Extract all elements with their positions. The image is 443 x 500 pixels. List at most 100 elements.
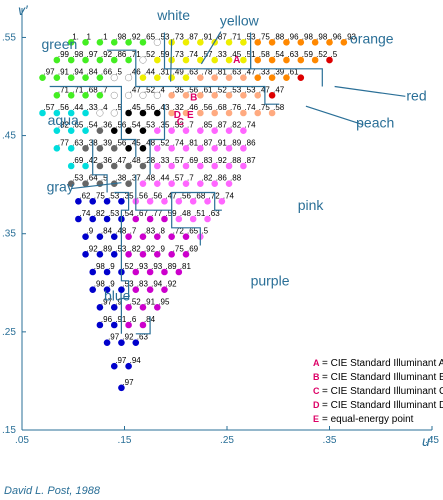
- data-point-value: .76: [230, 103, 242, 112]
- data-point-value: .87: [216, 121, 228, 130]
- data-point-purple: [161, 215, 168, 223]
- legend-key-A: A: [313, 358, 320, 368]
- data-point-value: .54: [122, 209, 134, 218]
- data-point-value: .7: [101, 85, 108, 94]
- data-point-value: .81: [180, 262, 192, 271]
- color-name-gray: gray: [47, 179, 74, 195]
- data-point-value: .74: [79, 209, 91, 218]
- legend-text-D: = CIE Standard Illuminant D65: [322, 400, 443, 411]
- data-point-green: [67, 92, 75, 99]
- data-point-green: [53, 56, 61, 64]
- data-point-value: .8: [158, 227, 165, 236]
- data-point-blue: [82, 251, 89, 258]
- data-point-orange: [254, 39, 262, 46]
- data-point-value: .63: [187, 68, 199, 77]
- data-point-pink: [175, 215, 183, 223]
- data-point-value: .81: [216, 68, 228, 77]
- data-point-orange: [297, 56, 305, 64]
- data-point-value: .53: [173, 121, 185, 130]
- data-point-orange: [283, 39, 290, 46]
- data-point-value: .56: [187, 85, 199, 94]
- data-point-value: .82: [94, 209, 106, 218]
- data-point-value: .71: [72, 85, 84, 94]
- data-point-purple: [154, 233, 161, 240]
- data-point-value: .45: [130, 103, 142, 112]
- data-point-peach: [240, 109, 247, 117]
- data-point-value: .58: [259, 50, 271, 59]
- x-tick-label: .35: [323, 435, 337, 446]
- data-point-value: .96: [331, 32, 343, 41]
- data-point-green: [96, 56, 104, 64]
- data-point-value: .75: [259, 32, 271, 41]
- color-name-aqua: aqua: [48, 112, 79, 128]
- data-point-purple: [139, 321, 147, 329]
- data-point-value: .59: [302, 50, 314, 59]
- data-point-yellow: [225, 39, 233, 46]
- data-point-purple: [132, 268, 140, 276]
- data-point-value: .44: [158, 174, 170, 183]
- data-point-value: .86: [216, 174, 228, 183]
- data-point-pink: [168, 162, 175, 170]
- region-boundary: [135, 316, 151, 335]
- data-point-value: .45: [230, 50, 242, 59]
- data-point-blue: [103, 339, 111, 346]
- data-point-value: .98: [94, 262, 106, 271]
- data-point-orange: [326, 39, 333, 46]
- data-point-purple: [125, 251, 132, 258]
- data-point-pink: [225, 127, 233, 134]
- data-point-value: .71: [58, 85, 70, 94]
- data-point-pink: [225, 145, 233, 152]
- legend: A = CIE Standard Illuminant AB = CIE Stand…: [313, 358, 443, 425]
- data-point-blue: [75, 215, 82, 223]
- data-point-value: .7: [187, 174, 194, 183]
- data-point-white: [153, 38, 161, 46]
- data-point-peach: [240, 92, 247, 99]
- data-point-value: .51: [194, 209, 206, 218]
- data-point-value: .52: [130, 297, 142, 306]
- color-name-red: red: [406, 87, 426, 103]
- illuminant-markers: A B CD E: [174, 55, 241, 128]
- data-point-white: [139, 91, 147, 99]
- data-point-value: .69: [72, 156, 84, 165]
- data-point-value: .39: [101, 138, 113, 147]
- leader-line-red: [334, 85, 406, 97]
- data-point-value: .48: [130, 156, 142, 165]
- data-point-purple: [139, 251, 147, 258]
- data-point-orange: [268, 74, 276, 81]
- region-boundary: [171, 191, 222, 211]
- data-point-peach: [268, 109, 276, 117]
- data-point-value: .88: [230, 174, 242, 183]
- region-boundaries: [49, 32, 323, 335]
- data-point-value: .33: [158, 156, 170, 165]
- data-point-blue: [89, 215, 97, 223]
- data-point-value: .83: [144, 227, 156, 236]
- data-point-gray: [96, 127, 104, 134]
- data-point-value: .96: [101, 315, 113, 324]
- color-name-white: white: [156, 7, 190, 23]
- data-point-blue: [110, 321, 118, 329]
- color-name-pink: pink: [298, 197, 325, 213]
- data-point-purple: [182, 233, 190, 240]
- data-point-aqua: [53, 145, 61, 152]
- color-name-green: green: [41, 36, 77, 52]
- data-point-value: .75: [94, 191, 106, 200]
- leader-line-yellow: [200, 31, 222, 65]
- color-name-yellow: yellow: [220, 13, 260, 29]
- data-point-peach: [182, 92, 190, 99]
- region-boundary: [135, 174, 201, 246]
- legend-key-B: B: [313, 372, 320, 382]
- x-tick-label: .05: [15, 435, 29, 446]
- data-point-value: .53: [144, 121, 156, 130]
- color-name-labels: white yellow orange green red aqua peach gray pi…: [41, 7, 426, 304]
- y-tick-label: .25: [2, 327, 16, 338]
- data-point-black: [154, 109, 161, 117]
- data-point-value: .82: [58, 121, 70, 130]
- data-point-value: .44: [144, 68, 156, 77]
- data-point-green: [139, 39, 147, 46]
- data-point-value: .52: [216, 85, 228, 94]
- data-point-value: .9: [87, 227, 94, 236]
- data-point-red: [326, 56, 333, 64]
- data-point-aqua: [53, 127, 61, 134]
- data-point-value: .61: [287, 68, 299, 77]
- data-point-value: .74: [244, 103, 256, 112]
